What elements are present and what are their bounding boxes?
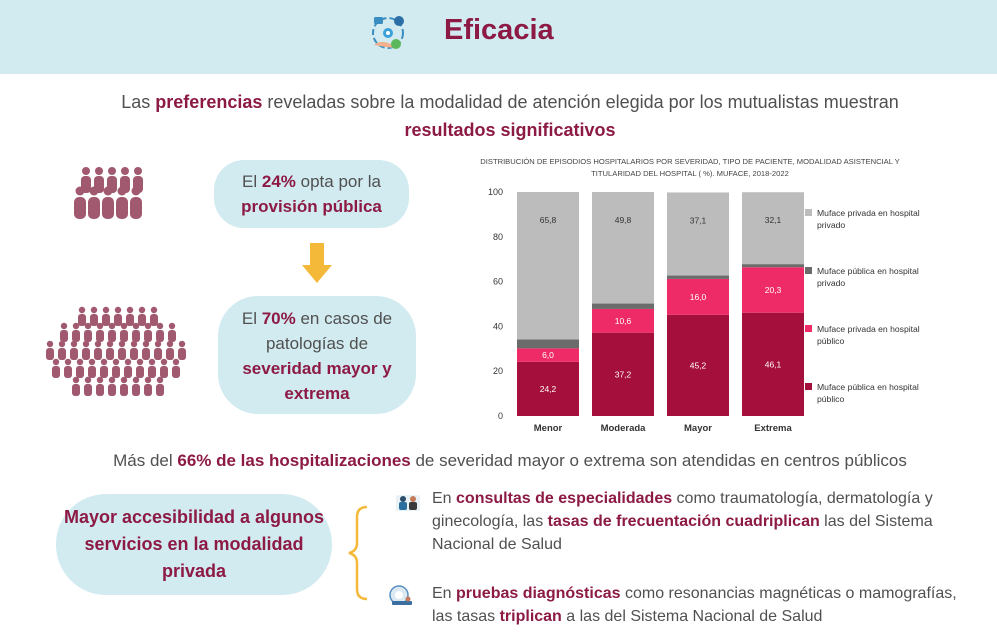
bar-segment (517, 361, 579, 416)
public-provision-bubble: El 24% opta por la provisión pública (214, 160, 409, 228)
data-label: 37,2 (615, 369, 632, 379)
x-category-label: Moderada (601, 423, 647, 434)
legend-label: privado (817, 278, 845, 288)
y-tick-label: 40 (493, 321, 503, 331)
y-tick-label: 60 (493, 277, 503, 287)
legend-swatch (805, 267, 812, 274)
legend-swatch (805, 209, 812, 216)
legend-label: Muface privada en hospital (817, 208, 920, 218)
data-label: 65,8 (540, 215, 557, 225)
data-label: 49,8 (615, 215, 632, 225)
x-category-label: Menor (534, 423, 563, 434)
legend-swatch (805, 325, 812, 332)
intro-text: Las preferencias reveladas sobre la moda… (121, 92, 899, 140)
y-tick-label: 80 (493, 232, 503, 242)
legend-label: público (817, 336, 844, 346)
legend-label: Muface pública en hospital (817, 382, 919, 392)
x-category-label: Extrema (754, 423, 792, 434)
data-label: 20,3 (765, 285, 782, 295)
x-category-label: Mayor (684, 423, 712, 434)
bar-segment (742, 267, 804, 313)
legend-label: Muface pública en hospital (817, 266, 919, 276)
legend-label: Muface privada en hospital (817, 324, 920, 334)
legend-label: privado (817, 220, 845, 230)
healthcare-hands-icon (372, 16, 404, 49)
hospitalization-statement: Más del 66% de las hospitalizaciones de … (113, 451, 907, 470)
bar-segment (667, 314, 729, 416)
bar-segment (592, 192, 654, 304)
legend-swatch (805, 383, 812, 390)
diagnostic-tests-text: En pruebas diagnósticas como resonancias… (432, 585, 957, 625)
data-label: 16,0 (690, 292, 707, 302)
y-tick-label: 20 (493, 366, 503, 376)
y-tick-label: 0 (498, 411, 503, 421)
bar-segment (517, 339, 579, 349)
data-label: 37,1 (690, 215, 707, 225)
specialist-consultations-text: En consultas de especialidades como trau… (432, 490, 933, 553)
down-arrow-icon (302, 243, 332, 283)
doctor-consultation-icon (396, 495, 420, 511)
bar-segment (667, 192, 729, 276)
chart-title-line1: DISTRIBUCIÓN DE EPISODIOS HOSPITALARIOS … (480, 157, 899, 166)
bar-segment (517, 348, 579, 362)
data-label: 32,1 (765, 215, 782, 225)
legend-label: público (817, 394, 844, 404)
data-label: 24,2 (540, 384, 557, 394)
bar-segment (517, 192, 579, 340)
mri-scanner-icon (389, 585, 412, 605)
data-label: 46,1 (765, 359, 782, 369)
bar-segment (592, 303, 654, 309)
bar-segment (592, 308, 654, 333)
people-group-icon (74, 167, 143, 219)
severity-bubble: El 70% en casos de patologías de severid… (218, 296, 416, 414)
large-crowd-icon (46, 306, 186, 396)
page-title: Eficacia (444, 14, 554, 46)
y-tick-label: 100 (488, 187, 503, 197)
header-banner: Eficacia (0, 0, 997, 74)
accessibility-bubble: Mayor accesibilidad a algunos servicios … (56, 494, 332, 595)
hospital-episodes-chart: DISTRIBUCIÓN DE EPISODIOS HOSPITALARIOS … (480, 157, 920, 434)
bar-segment (742, 312, 804, 416)
bar-segment (742, 264, 804, 268)
chart-title-line2: TITULARIDAD DEL HOSPITAL ( %). MUFACE, 2… (591, 169, 789, 178)
bar-segment (667, 275, 729, 279)
data-label: 6,0 (542, 350, 554, 360)
bar-segment (667, 278, 729, 315)
data-label: 45,2 (690, 360, 707, 370)
bar-segment (742, 192, 804, 265)
curly-brace-icon (348, 505, 368, 601)
bar-segment (592, 332, 654, 416)
data-label: 10,6 (615, 316, 632, 326)
